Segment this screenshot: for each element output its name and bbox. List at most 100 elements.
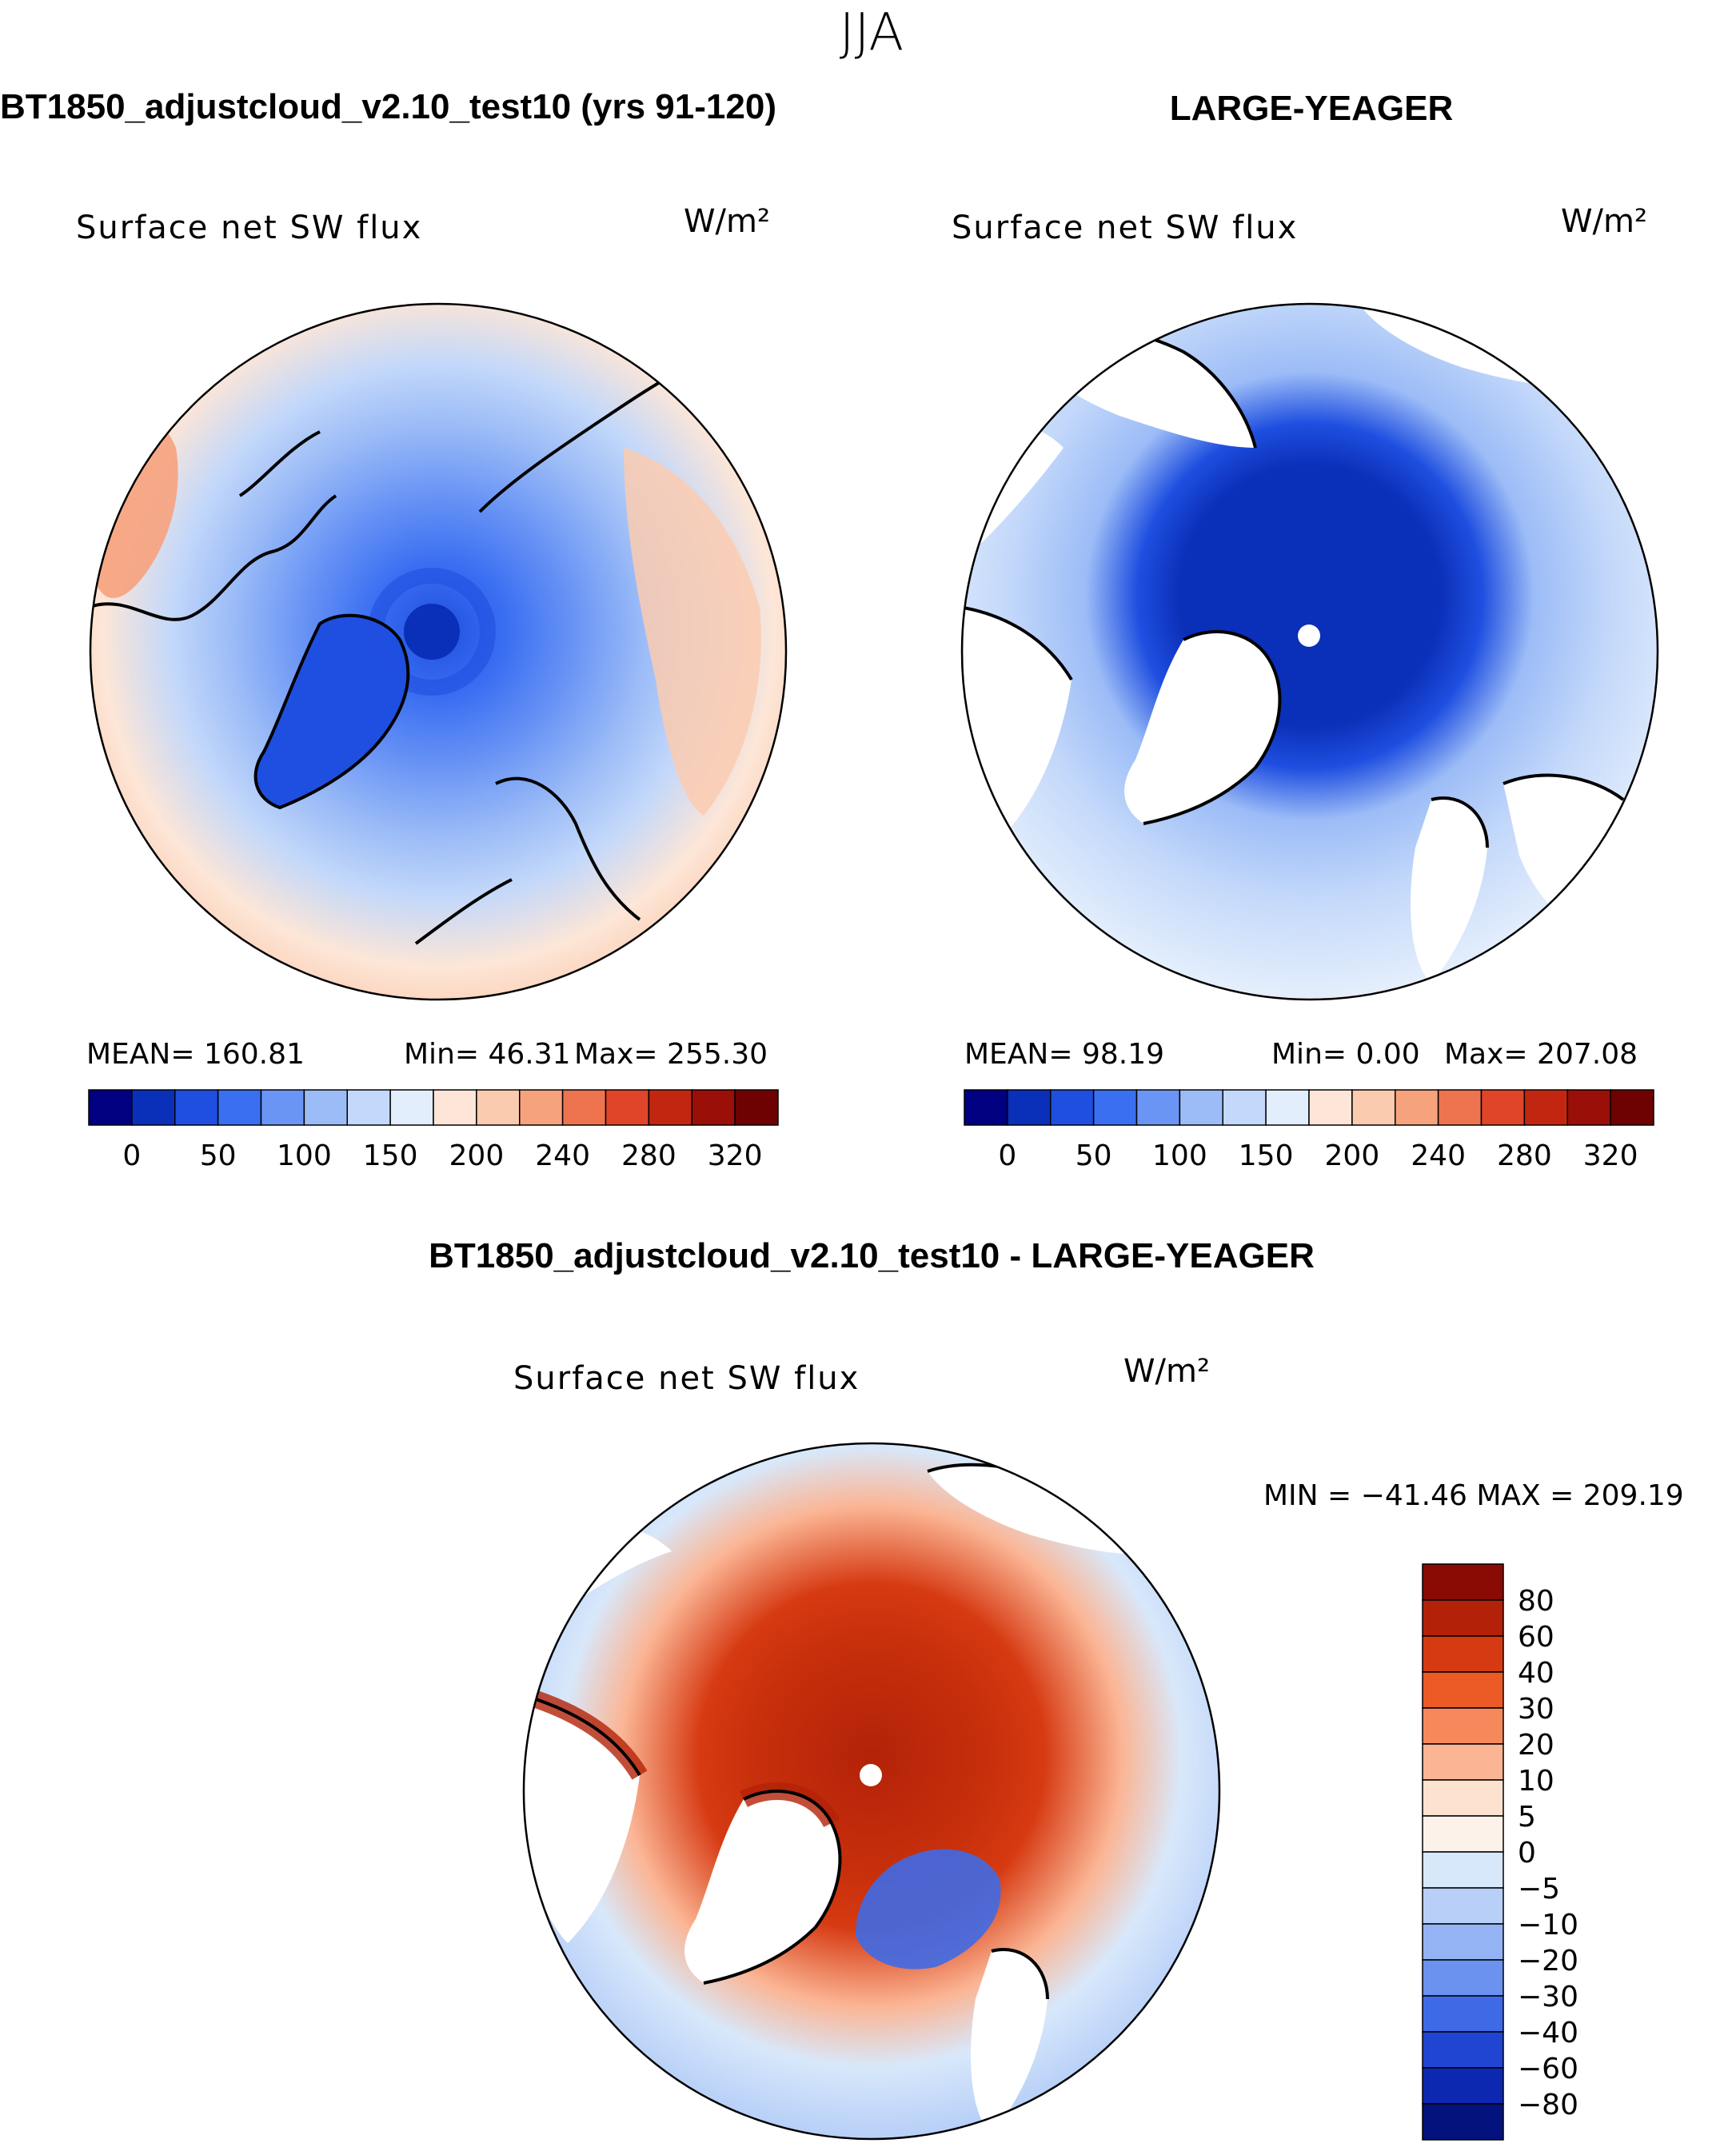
colorbar-tick-label: −80: [1518, 2089, 1578, 2121]
colorbar-tick-label: 50: [200, 1139, 237, 1172]
colorbar-tick-label: 280: [1497, 1139, 1552, 1172]
colorbar-swatch: [1422, 1743, 1504, 1781]
season-title: JJA: [840, 3, 904, 62]
colorbar-swatch: [1422, 1851, 1504, 1889]
colorbar-swatch: [1351, 1089, 1396, 1126]
colorbar-swatch: [88, 1089, 133, 1126]
colorbar-swatch: [1050, 1089, 1095, 1126]
colorbar-tick-label: 0: [122, 1139, 141, 1172]
colorbar-swatch: [346, 1089, 391, 1126]
map-boundary: [89, 302, 788, 1001]
colorbar-swatch: [1610, 1089, 1654, 1126]
colorbar-swatch: [1422, 1815, 1504, 1853]
colorbar-swatch: [1422, 1959, 1504, 1997]
colorbar-swatch: [1566, 1089, 1611, 1126]
colorbar-swatch: [1480, 1089, 1526, 1126]
colorbar-tick-label: 0: [998, 1139, 1016, 1172]
min-stat: Min= 0.00: [1271, 1038, 1420, 1071]
colorbar-swatch: [648, 1089, 692, 1126]
colorbar-swatch: [131, 1089, 176, 1126]
colorbar-swatch: [1265, 1089, 1310, 1126]
colorbar-swatch: [1422, 1635, 1504, 1673]
colorbar-tick-label: 100: [1152, 1139, 1207, 1172]
colorbar-tick-label: 80: [1518, 1585, 1554, 1618]
colorbar-swatch: [260, 1089, 305, 1126]
colorbar-tick-label: 240: [535, 1139, 590, 1172]
panel-top-right: LARGE-YEAGER Surface net SW flux W/m² ME…: [952, 89, 1659, 1172]
colorbar-swatch: [1422, 1887, 1504, 1925]
map-boundary: [960, 302, 1659, 1001]
units-label: W/m²: [1123, 1353, 1210, 1390]
colorbar-swatch: [519, 1089, 564, 1126]
colorbar-swatch: [217, 1089, 262, 1126]
colorbar-swatch: [1523, 1089, 1568, 1126]
colorbar-tick-label: 5: [1518, 1801, 1536, 1834]
colorbar-swatch: [1092, 1089, 1138, 1126]
colorbar-swatch: [1135, 1089, 1181, 1126]
panel-bottom: BT1850_adjustcloud_v2.10_test10 - LARGE-…: [429, 1236, 1684, 2141]
max-stat: Max= 207.08: [1444, 1038, 1638, 1071]
colorbar-swatch: [1422, 1707, 1504, 1745]
colorbar-tick-label: −40: [1518, 2017, 1578, 2049]
colorbar-tick-label: 240: [1411, 1139, 1466, 1172]
colorbar-tick-label: −60: [1518, 2053, 1578, 2085]
map-boundary: [522, 1442, 1221, 2141]
colorbar-swatch: [734, 1089, 779, 1126]
panel-title: BT1850_adjustcloud_v2.10_test10 (yrs 91-…: [0, 87, 776, 126]
colorbar-swatch: [964, 1089, 1008, 1126]
colorbar: 0 50 100 150 200 240 280 320: [964, 1089, 1654, 1172]
colorbar-tick-label: 320: [1583, 1139, 1638, 1172]
panel-top-left: BT1850_adjustcloud_v2.10_test10 (yrs 91-…: [0, 87, 788, 1172]
colorbar-tick-label: 150: [363, 1139, 418, 1172]
mean-stat: MEAN= 98.19: [964, 1038, 1164, 1071]
colorbar-tick-label: 200: [449, 1139, 505, 1172]
colorbar-tick-label: 200: [1325, 1139, 1380, 1172]
colorbar-swatch: [1422, 1671, 1504, 1709]
colorbar-tick-label: 40: [1518, 1657, 1554, 1690]
max-stat: Max= 255.30: [574, 1038, 768, 1071]
colorbar-tick-label: 20: [1518, 1729, 1554, 1762]
colorbar-tick-label: 60: [1518, 1621, 1554, 1654]
colorbar-tick-label: −10: [1518, 1909, 1578, 1941]
colorbar-swatch: [1395, 1089, 1439, 1126]
colorbar-swatch: [1422, 1599, 1504, 1637]
colorbar-swatch: [1422, 1995, 1504, 2033]
colorbar-tick-label: 0: [1518, 1837, 1536, 1870]
colorbar-swatch: [389, 1089, 434, 1126]
units-label: W/m²: [684, 203, 770, 240]
colorbar-swatch: [1222, 1089, 1267, 1126]
colorbar-swatch: [1308, 1089, 1353, 1126]
colorbar-tick-label: −30: [1518, 1981, 1578, 2013]
panel-title: LARGE-YEAGER: [1170, 89, 1453, 128]
colorbar-swatch: [1422, 2103, 1504, 2141]
colorbar-tick-label: 50: [1076, 1139, 1112, 1172]
panel-title: BT1850_adjustcloud_v2.10_test10 - LARGE-…: [429, 1236, 1315, 1275]
colorbar-swatch: [1179, 1089, 1223, 1126]
colorbar: 0 50 100 150 200 240 280 320: [88, 1089, 779, 1172]
colorbar-tick-label: −5: [1518, 1873, 1560, 1906]
mean-stat: MEAN= 160.81: [86, 1038, 305, 1071]
colorbar-tick-label: 150: [1239, 1139, 1294, 1172]
map-field: [90, 304, 786, 1000]
map-field: [524, 1443, 1219, 2139]
variable-label: Surface net SW flux: [952, 210, 1298, 246]
colorbar-swatch: [691, 1089, 736, 1126]
variable-label: Surface net SW flux: [513, 1360, 860, 1397]
min-stat: Min= 46.31: [404, 1038, 571, 1071]
colorbar-tick-label: −20: [1518, 1945, 1578, 1977]
colorbar-tick-label: 10: [1518, 1765, 1554, 1798]
colorbar-swatch: [1422, 1779, 1504, 1817]
colorbar-swatch: [1437, 1089, 1483, 1126]
colorbar-tick-label: 30: [1518, 1693, 1554, 1726]
colorbar-swatch: [476, 1089, 521, 1126]
colorbar-tick-label: 280: [621, 1139, 676, 1172]
colorbar-swatch: [1422, 2031, 1504, 2069]
colorbar-swatch: [1422, 1923, 1504, 1961]
colorbar-swatch: [303, 1089, 348, 1126]
colorbar-swatch: [174, 1089, 219, 1126]
colorbar-swatch: [1422, 1563, 1504, 1601]
colorbar-swatch: [605, 1089, 650, 1126]
units-label: W/m²: [1561, 203, 1647, 240]
